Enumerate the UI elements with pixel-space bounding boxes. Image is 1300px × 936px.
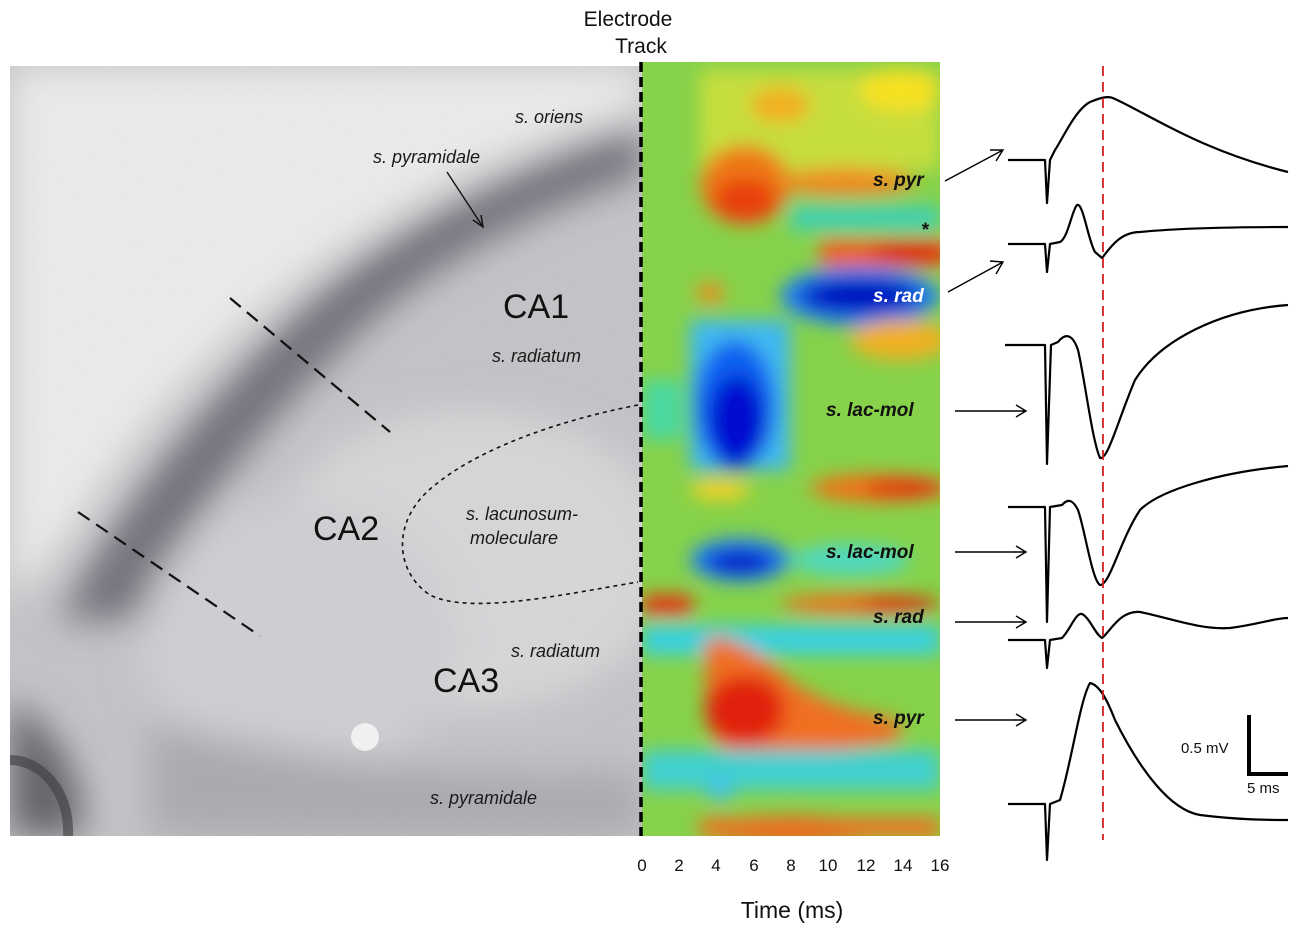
- csd-label-lacmol-2: s. lac-mol: [826, 542, 914, 563]
- x-tick-label: 8: [786, 856, 795, 875]
- x-axis-title: Time (ms): [741, 897, 844, 923]
- layer-pyramidale-bottom: s. pyramidale: [430, 788, 537, 808]
- csd-label-rad-top: s. rad: [873, 286, 924, 307]
- layer-radiatum-bottom: s. radiatum: [511, 641, 600, 661]
- trace-5: [1008, 610, 1289, 670]
- trace-3: [1005, 303, 1289, 466]
- header-track: Track: [615, 35, 667, 58]
- x-tick-label: 16: [931, 856, 950, 875]
- x-tick-label: 0: [637, 856, 646, 875]
- trace-2: [1008, 203, 1289, 274]
- pyramidale-pointer: [446, 171, 484, 229]
- layer-oriens: s. oriens: [515, 107, 583, 127]
- x-tick-label: 4: [711, 856, 720, 875]
- csd-map: [642, 62, 940, 836]
- csd-label-lacmol-1: s. lac-mol: [826, 400, 914, 421]
- ca1-ca2-boundary: [229, 297, 391, 433]
- csd-label-rad-bottom: s. rad: [873, 607, 924, 628]
- x-tick-label: 6: [749, 856, 758, 875]
- layer-lacmol-line1: s. lacunosum-: [466, 504, 578, 524]
- x-tick-label: 14: [894, 856, 913, 875]
- lacmol-outline: [401, 404, 639, 605]
- pointer-arrows: [944, 149, 1028, 727]
- scale-voltage-label: 0.5 mV: [1181, 740, 1229, 757]
- scale-time-label: 5 ms: [1247, 780, 1280, 797]
- header-electrode: Electrode: [584, 8, 673, 31]
- region-ca3: CA3: [433, 662, 499, 700]
- x-tick-label: 10: [819, 856, 838, 875]
- ca2-ca3-boundary: [77, 511, 261, 637]
- histology-panel: [10, 66, 642, 836]
- layer-pyramidale-top: s. pyramidale: [373, 147, 480, 167]
- csd-label-pyr-top: s. pyr: [873, 170, 925, 191]
- x-tick-label: 12: [857, 856, 876, 875]
- region-ca1: CA1: [503, 288, 569, 326]
- scale-bar: 0.5 mV 5 ms: [1181, 715, 1288, 797]
- x-axis: 0 2 4 6 8 10 12 14 16: [637, 856, 949, 875]
- trace-6: [1008, 681, 1289, 862]
- layer-radiatum-top: s. radiatum: [492, 346, 581, 366]
- csd-label-pyr-bottom: s. pyr: [873, 708, 925, 729]
- field-traces: [1005, 66, 1289, 862]
- x-tick-label: 2: [674, 856, 683, 875]
- trace-1: [1008, 96, 1289, 205]
- trace-4: [1008, 464, 1289, 624]
- layer-lacmol-line2: moleculare: [470, 528, 558, 548]
- region-ca2: CA2: [313, 510, 379, 548]
- csd-label-asterisk: *: [921, 220, 930, 241]
